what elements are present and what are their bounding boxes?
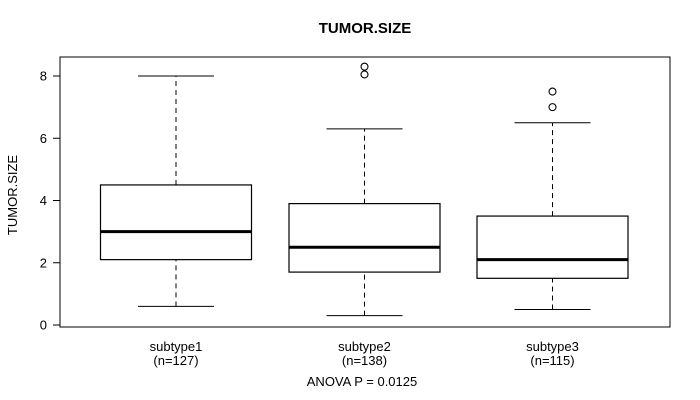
y-tick-label-8: 8 [40, 69, 47, 84]
x-label-subtype3: subtype3 [526, 339, 579, 354]
x-sublabel-subtype2: (n=138) [342, 353, 387, 368]
anova-annotation: ANOVA P = 0.0125 [307, 374, 417, 389]
x-sublabel-subtype3: (n=115) [530, 353, 574, 368]
x-sublabel-subtype1: (n=127) [153, 353, 198, 368]
plot-frame [59, 56, 671, 328]
iqr-box-subtype2 [288, 203, 441, 273]
chart-title: TUMOR.SIZE [319, 20, 412, 37]
plot-area: 0 2 4 6 8 subtype1(n=127) subtype2(n=138) subty… [40, 56, 671, 368]
outlier-point-subtype2-0 [360, 70, 369, 79]
outlier-point-subtype3-1 [548, 87, 557, 96]
y-tick-label-4: 4 [40, 193, 47, 208]
y-tick-label-2: 2 [40, 255, 47, 270]
iqr-box-subtype3 [476, 215, 629, 279]
outlier-point-subtype3-0 [548, 103, 557, 112]
x-label-subtype1: subtype1 [150, 339, 203, 354]
y-tick-label-6: 6 [40, 131, 47, 146]
y-axis-label: TUMOR.SIZE [5, 155, 20, 235]
x-label-subtype2: subtype2 [338, 339, 391, 354]
iqr-box-subtype1 [99, 184, 253, 261]
y-tick-label-0: 0 [40, 318, 47, 333]
outlier-point-subtype2-1 [360, 62, 369, 71]
